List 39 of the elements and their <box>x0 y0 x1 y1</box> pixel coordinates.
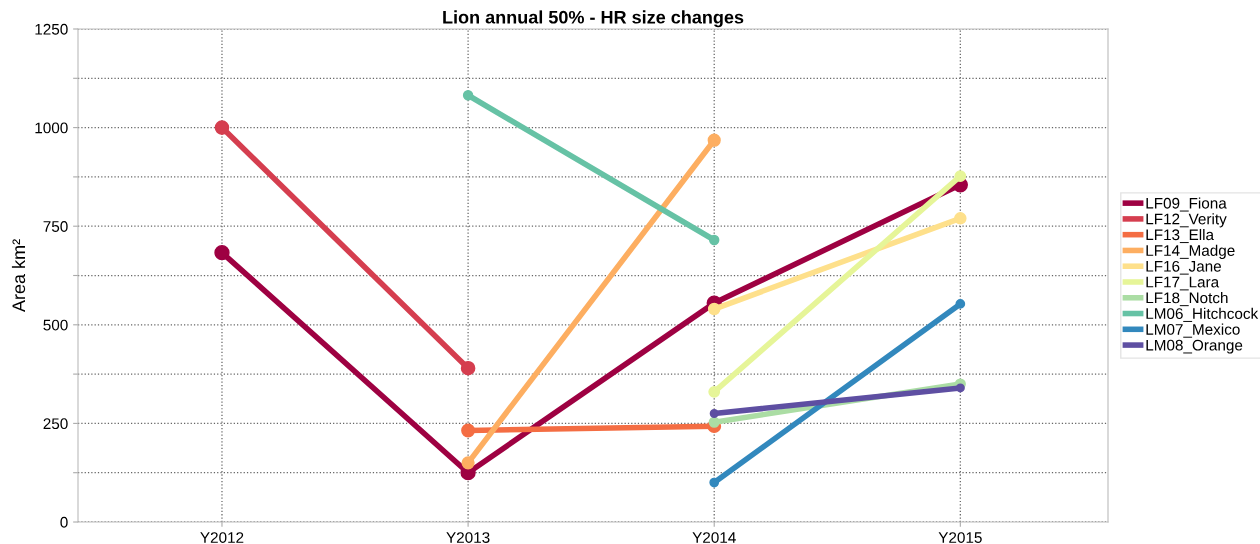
x-tick-label: Y2014 <box>692 532 736 543</box>
y-axis-title: Area km² <box>11 239 26 313</box>
legend-label: LM06_Hitchcock <box>1146 307 1259 322</box>
point <box>461 423 476 438</box>
y-tick-label: 1000 <box>35 122 68 134</box>
point <box>707 302 721 316</box>
legend-label: LF14_Madge <box>1146 244 1235 259</box>
y-tick-label: 0 <box>60 516 68 528</box>
point <box>954 212 967 225</box>
point <box>709 409 719 419</box>
point <box>214 120 230 135</box>
point <box>462 90 474 101</box>
y-tick-label: 750 <box>43 221 68 232</box>
point <box>955 383 965 393</box>
legend-label: LF18_Notch <box>1146 292 1228 307</box>
legend-label: LF12_Verity <box>1146 213 1227 228</box>
legend-label: LF16_Jane <box>1146 260 1221 275</box>
point <box>708 416 720 428</box>
point <box>954 170 967 183</box>
x-tick-label: Y2015 <box>938 532 982 543</box>
point <box>214 244 230 261</box>
legend-label: LF13_Ella <box>1146 228 1215 244</box>
point <box>955 299 966 309</box>
y-tick-label: 250 <box>43 418 68 430</box>
point <box>709 477 720 488</box>
point <box>707 133 721 147</box>
y-tick-label: 1250 <box>35 23 68 35</box>
point <box>709 234 720 246</box>
point <box>708 385 721 398</box>
y-tick-label: 500 <box>43 319 68 331</box>
legend-label: LM07_Mexico <box>1146 323 1240 338</box>
point <box>461 456 475 470</box>
x-tick-label: Y2012 <box>200 532 244 543</box>
legend-label: LF17_Lara <box>1146 276 1220 291</box>
point <box>460 360 476 376</box>
chart-title: Lion annual 50% - HR size changes <box>443 10 744 28</box>
legend-label: LF09_Fiona <box>1146 197 1227 212</box>
x-tick-label: Y2013 <box>446 532 490 543</box>
legend-label: LM08_Orange <box>1146 339 1243 354</box>
